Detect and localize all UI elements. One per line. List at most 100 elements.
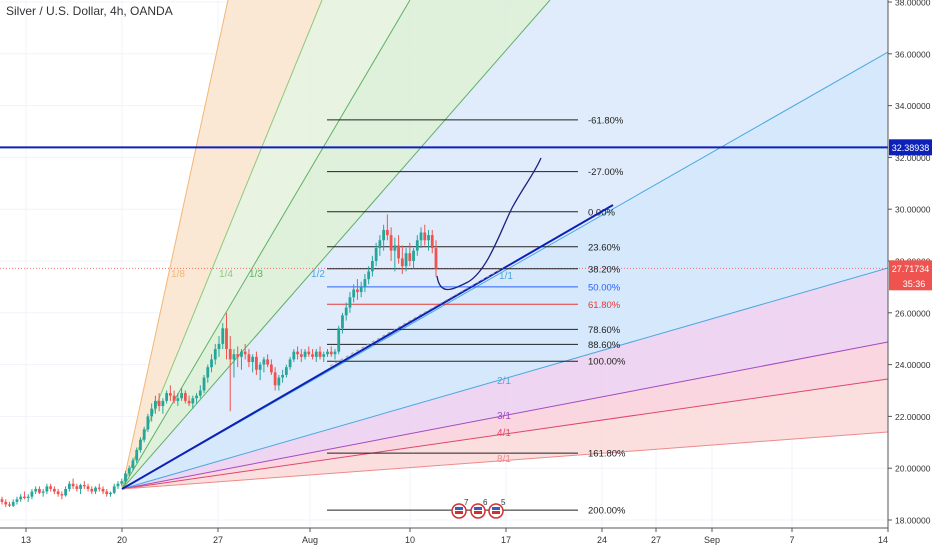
candle-body	[60, 494, 64, 496]
flag-stripe	[474, 507, 482, 510]
candle-body	[266, 359, 270, 365]
y-tick-label: 18.00000	[895, 516, 931, 526]
candle-body	[4, 501, 8, 505]
fan-label: 1/8	[171, 269, 185, 280]
fan-label: 3/1	[497, 411, 511, 422]
candle-body	[19, 496, 23, 500]
candle-body	[97, 487, 101, 489]
candle-body	[385, 229, 389, 236]
x-tick-label: 24	[597, 535, 607, 545]
fib-level-label: 200.00%	[588, 506, 626, 517]
event-markers[interactable]: 7 6 5	[451, 498, 506, 519]
horizontal-line-price-tag[interactable]	[889, 139, 932, 156]
flag-stripe	[474, 511, 482, 514]
candle-body	[318, 351, 322, 357]
fib-retracement[interactable]: -61.80% -27.00% 0.00% 23.60% 38.20% 50.00% 61.…	[327, 115, 626, 517]
trend-line[interactable]	[121, 204, 614, 490]
candle-body	[142, 429, 146, 440]
projection-curve[interactable]	[436, 157, 542, 291]
event-count: 7	[464, 498, 469, 507]
y-tick-label: 20.00000	[895, 464, 931, 474]
fan-line[interactable]	[121, 378, 888, 490]
candle-body	[367, 271, 371, 280]
candle-body	[172, 395, 176, 401]
candle-body	[90, 488, 94, 492]
event-marker[interactable]: 6	[470, 498, 488, 519]
y-tick-label: 24.00000	[895, 360, 931, 370]
fan-label: 4/1	[497, 428, 511, 439]
candle-body	[120, 481, 124, 484]
x-axis[interactable]: 13 20 27 Aug 10 17 24 27 Sep 7 14	[0, 527, 932, 550]
candle-body	[195, 395, 198, 399]
candle-body	[419, 232, 423, 241]
fib-level-label: 61.80%	[588, 300, 621, 311]
candle-body	[415, 240, 419, 251]
candle-body	[183, 393, 187, 401]
candle-body	[82, 485, 86, 487]
current-price-tag[interactable]	[889, 260, 932, 291]
candle-body	[412, 250, 415, 261]
candle-body	[247, 354, 251, 363]
fib-level-label: 23.60%	[588, 242, 621, 253]
fan-line[interactable]	[121, 341, 888, 490]
candle-body	[292, 351, 296, 360]
flag-stripe	[455, 511, 463, 514]
candle-body	[225, 328, 228, 350]
event-marker[interactable]: 7	[451, 498, 469, 519]
x-tick-label: 27	[213, 535, 223, 545]
candle-body	[150, 408, 154, 417]
drawings[interactable]	[121, 157, 614, 490]
event-marker[interactable]: 5	[488, 498, 506, 519]
candle-body	[124, 473, 127, 482]
event-count: 5	[501, 498, 506, 507]
candle-body	[105, 491, 109, 495]
fan-line[interactable]	[121, 0, 411, 490]
candle-body	[255, 356, 258, 370]
candle-body	[251, 356, 255, 363]
candle-body	[288, 359, 292, 368]
candle-body	[397, 245, 400, 259]
y-axis[interactable]: 18.00000 20.00000 22.00000 24.00000 26.00000…	[887, 0, 932, 550]
candle-body	[127, 468, 131, 474]
candle-body	[232, 354, 236, 360]
x-tick-label: Sep	[704, 535, 720, 545]
candle-body	[281, 374, 285, 378]
candle-body	[153, 400, 157, 409]
horizontal-line-price-text: 32.38938	[892, 143, 930, 153]
candle-body	[23, 496, 26, 498]
candle-body	[378, 240, 382, 249]
fan-label: 1/4	[219, 269, 233, 280]
fan-line[interactable]	[121, 431, 888, 490]
candle-body	[269, 364, 273, 373]
fan-line[interactable]	[121, 267, 888, 490]
candle-body	[273, 372, 277, 386]
candle-body	[198, 390, 202, 396]
candle-body	[299, 354, 303, 357]
candle-body	[352, 289, 356, 298]
candle-body	[0, 499, 4, 502]
fib-level-label: 78.60%	[588, 325, 621, 336]
fan-label: 8/1	[497, 454, 511, 465]
y-tick-label: 22.00000	[895, 412, 931, 422]
candle-body	[79, 485, 82, 489]
candlestick-series	[0, 214, 438, 508]
candle-body	[180, 393, 183, 399]
gann-fan[interactable]: 1/8 1/4 1/3 1/2 2/1 3/1 4/1 8/1 1/1	[121, 0, 888, 490]
candle-body	[30, 491, 34, 497]
candle-body	[11, 501, 15, 506]
candle-body	[311, 354, 314, 357]
candle-body	[135, 450, 139, 461]
fan-line[interactable]	[121, 0, 551, 490]
event-count: 6	[483, 498, 488, 507]
candle-body	[284, 367, 288, 375]
fan-line[interactable]	[121, 0, 229, 490]
fan-label: 1/1	[499, 271, 513, 282]
candle-body	[296, 351, 299, 355]
x-axis-bg	[0, 528, 932, 550]
candle-body	[157, 400, 161, 407]
x-tick-label: 14	[878, 535, 888, 545]
candle-body	[337, 328, 341, 352]
candle-body	[400, 258, 404, 267]
candle-body	[146, 416, 150, 430]
